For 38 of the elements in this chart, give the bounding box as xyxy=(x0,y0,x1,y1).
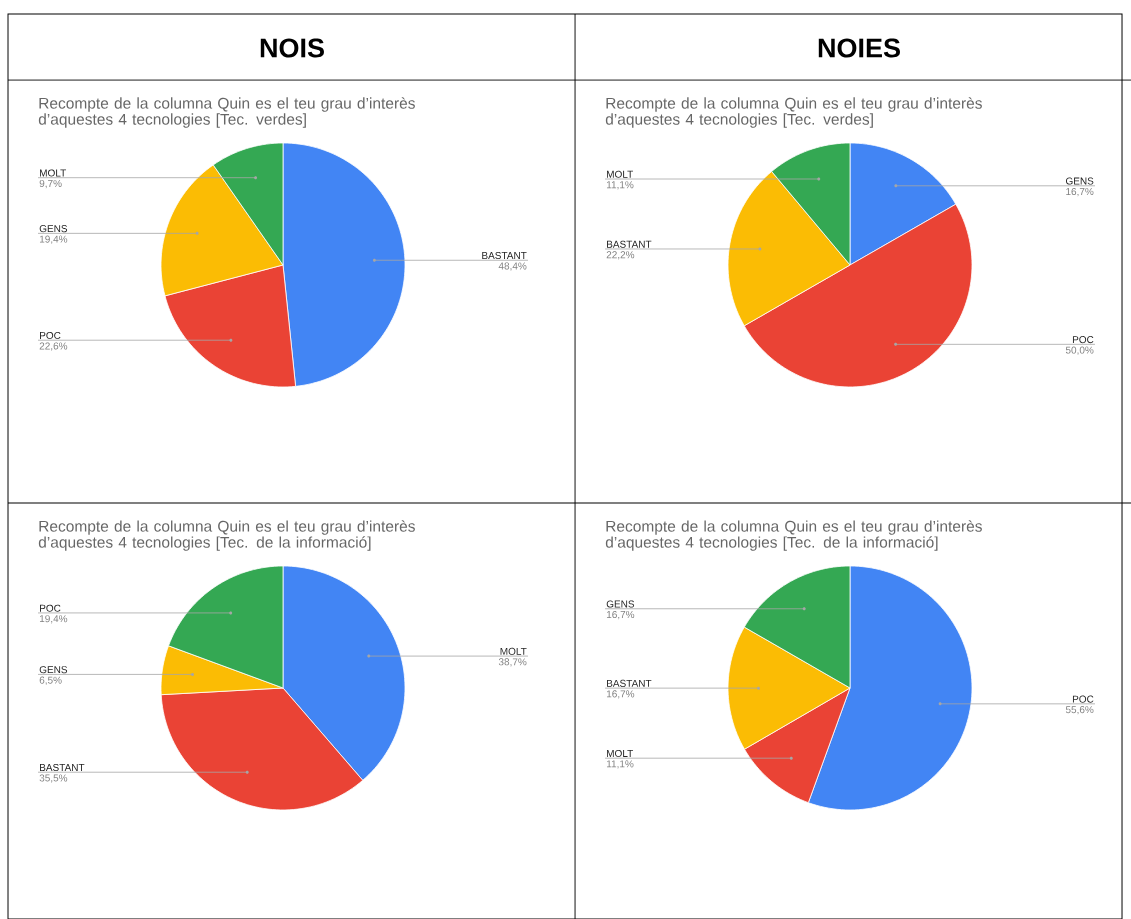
slice-label: BASTANT xyxy=(607,240,652,248)
slice-label: POC xyxy=(1072,695,1094,703)
data-label: 38,7% xyxy=(498,658,527,667)
data-label: 48,4% xyxy=(498,262,527,271)
slice-label: MOLT xyxy=(40,169,67,177)
slice-label: BASTANT xyxy=(482,251,527,260)
data-label: 55,6% xyxy=(1065,706,1094,715)
chart-title: Recompte de la columna Quin es el teu grau d’interès d’aquestes 4 tecnologies [Tec. verdes] xyxy=(605,97,982,128)
data-label: 16,7% xyxy=(606,690,635,699)
data-label: 19,4% xyxy=(39,235,68,244)
slice-label: BASTANT xyxy=(40,763,85,772)
slice-label: GENS xyxy=(1065,177,1094,185)
chart-title: Recompte de la columna Quin es el teu grau d’interès d’aquestes 4 tecnologies [Tec. de la informació] xyxy=(38,520,415,551)
data-label: 11,1% xyxy=(606,760,634,769)
slice-label: MOLT xyxy=(607,170,634,178)
text: NOIES xyxy=(818,38,900,58)
data-label: 11,1% xyxy=(606,181,634,190)
data-label: 16,7% xyxy=(1066,188,1094,197)
data-label: 35,5% xyxy=(39,774,68,783)
slice-label: GENS xyxy=(606,600,635,608)
slice-label: POC xyxy=(40,604,61,612)
slice-label: GENS xyxy=(39,666,68,674)
data-label: 22,6% xyxy=(39,342,68,351)
slice-label: POC xyxy=(40,331,61,340)
slice-label: GENS xyxy=(39,225,68,233)
slice-label: MOLT xyxy=(500,647,527,655)
chart-title: Recompte de la columna Quin es el teu grau d’interès d’aquestes 4 tecnologies [Tec. de la informació] xyxy=(605,520,982,551)
data-label: 22,2% xyxy=(606,251,635,260)
chart-title: Recompte de la columna Quin es el teu grau d’interès d’aquestes 4 tecnologies [Tec. verdes] xyxy=(38,97,415,128)
text: NOIS xyxy=(260,38,324,58)
data-label: 50,0% xyxy=(1065,346,1094,355)
slice-label: POC xyxy=(1072,336,1094,344)
data-label: 6,5% xyxy=(39,676,62,685)
slice-label: MOLT xyxy=(607,749,634,757)
slice-label: BASTANT xyxy=(607,679,652,687)
data-label: 16,7% xyxy=(606,610,635,620)
data-label: 19,4% xyxy=(39,615,68,624)
data-label: 9,7% xyxy=(39,179,62,189)
